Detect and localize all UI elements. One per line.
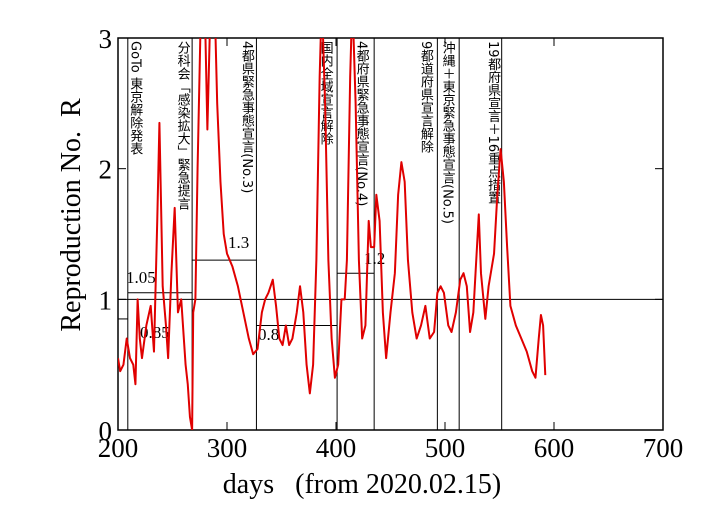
step-label: 1.3 xyxy=(228,233,249,252)
x-tick-label: 600 xyxy=(534,433,575,463)
x-tick-label: 500 xyxy=(425,433,466,463)
x-tick-label: 400 xyxy=(316,433,357,463)
r-curve xyxy=(118,38,547,430)
step-label: 1.05 xyxy=(126,268,156,287)
event-label: GoTo 東京解除発表 xyxy=(127,41,143,155)
step-label: 0.8 xyxy=(258,325,279,344)
plot-frame xyxy=(117,37,664,431)
y-tick-label: 0 xyxy=(99,416,113,446)
event-label: 19都府県宣言＋16重点措置 xyxy=(485,41,501,205)
event-label: 沖縄＋東京緊急事態宣言(No.5) xyxy=(440,41,456,224)
y-axis-label: Reproduction No. R xyxy=(56,98,87,332)
event-label: 9都道府県宣言解除 xyxy=(418,41,434,154)
x-tick-label: 700 xyxy=(643,433,684,463)
x-tick-label: 300 xyxy=(207,433,248,463)
event-label: 分科会「感染拡大」緊急提言 xyxy=(175,41,191,210)
x-axis-label: days (from 2020.02.15) xyxy=(223,469,501,500)
y-tick-label: 1 xyxy=(99,285,113,315)
y-tick-label: 2 xyxy=(99,155,113,185)
event-label: 4都県緊急事態宣言(No.3) xyxy=(239,41,255,193)
x-tick-label: 200 xyxy=(98,433,139,463)
y-tick-label: 3 xyxy=(99,24,113,54)
